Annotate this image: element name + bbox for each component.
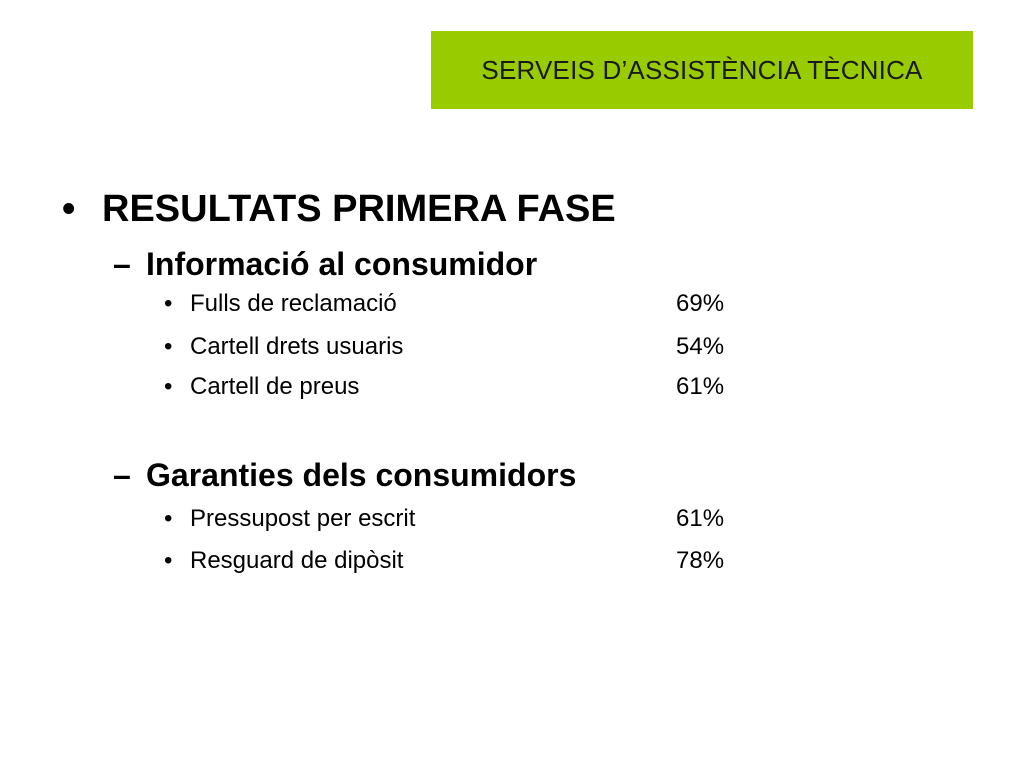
bullet-icon: • [164, 290, 173, 317]
item-value: 61% [676, 505, 725, 532]
bullet-icon: • [62, 188, 76, 230]
list-item: • Fulls de reclamació 69% [164, 290, 724, 318]
item-label: Pressupost per escrit [190, 505, 416, 532]
list-item: • Pressupost per escrit 61% [164, 505, 724, 533]
section-title: Garanties dels consumidors [146, 457, 577, 493]
bullet-icon: • [164, 333, 173, 360]
section-title: Informació al consumidor [146, 246, 538, 282]
main-heading-row: • RESULTATS PRIMERA FASE [62, 188, 616, 231]
list-item: • Cartell de preus 61% [164, 373, 724, 401]
item-value: 69% [676, 290, 725, 317]
section-heading-row: – Garanties dels consumidors [113, 457, 576, 494]
item-value: 61% [676, 373, 725, 400]
header-banner: SERVEIS D’ASSISTÈNCIA TÈCNICA [431, 31, 973, 109]
main-heading: RESULTATS PRIMERA FASE [102, 188, 616, 230]
item-label: Resguard de dipòsit [190, 547, 404, 574]
list-item: • Cartell drets usuaris 54% [164, 333, 724, 361]
bullet-icon: • [164, 505, 173, 532]
dash-icon: – [113, 246, 131, 282]
item-label: Cartell de preus [190, 373, 360, 400]
bullet-icon: • [164, 547, 173, 574]
dash-icon: – [113, 457, 131, 493]
list-item: • Resguard de dipòsit 78% [164, 547, 724, 575]
item-label: Fulls de reclamació [190, 290, 397, 317]
bullet-icon: • [164, 373, 173, 400]
item-value: 54% [676, 333, 725, 360]
item-value: 78% [676, 547, 725, 574]
section-heading-row: – Informació al consumidor [113, 246, 537, 283]
header-title: SERVEIS D’ASSISTÈNCIA TÈCNICA [481, 54, 923, 85]
item-label: Cartell drets usuaris [190, 333, 404, 360]
